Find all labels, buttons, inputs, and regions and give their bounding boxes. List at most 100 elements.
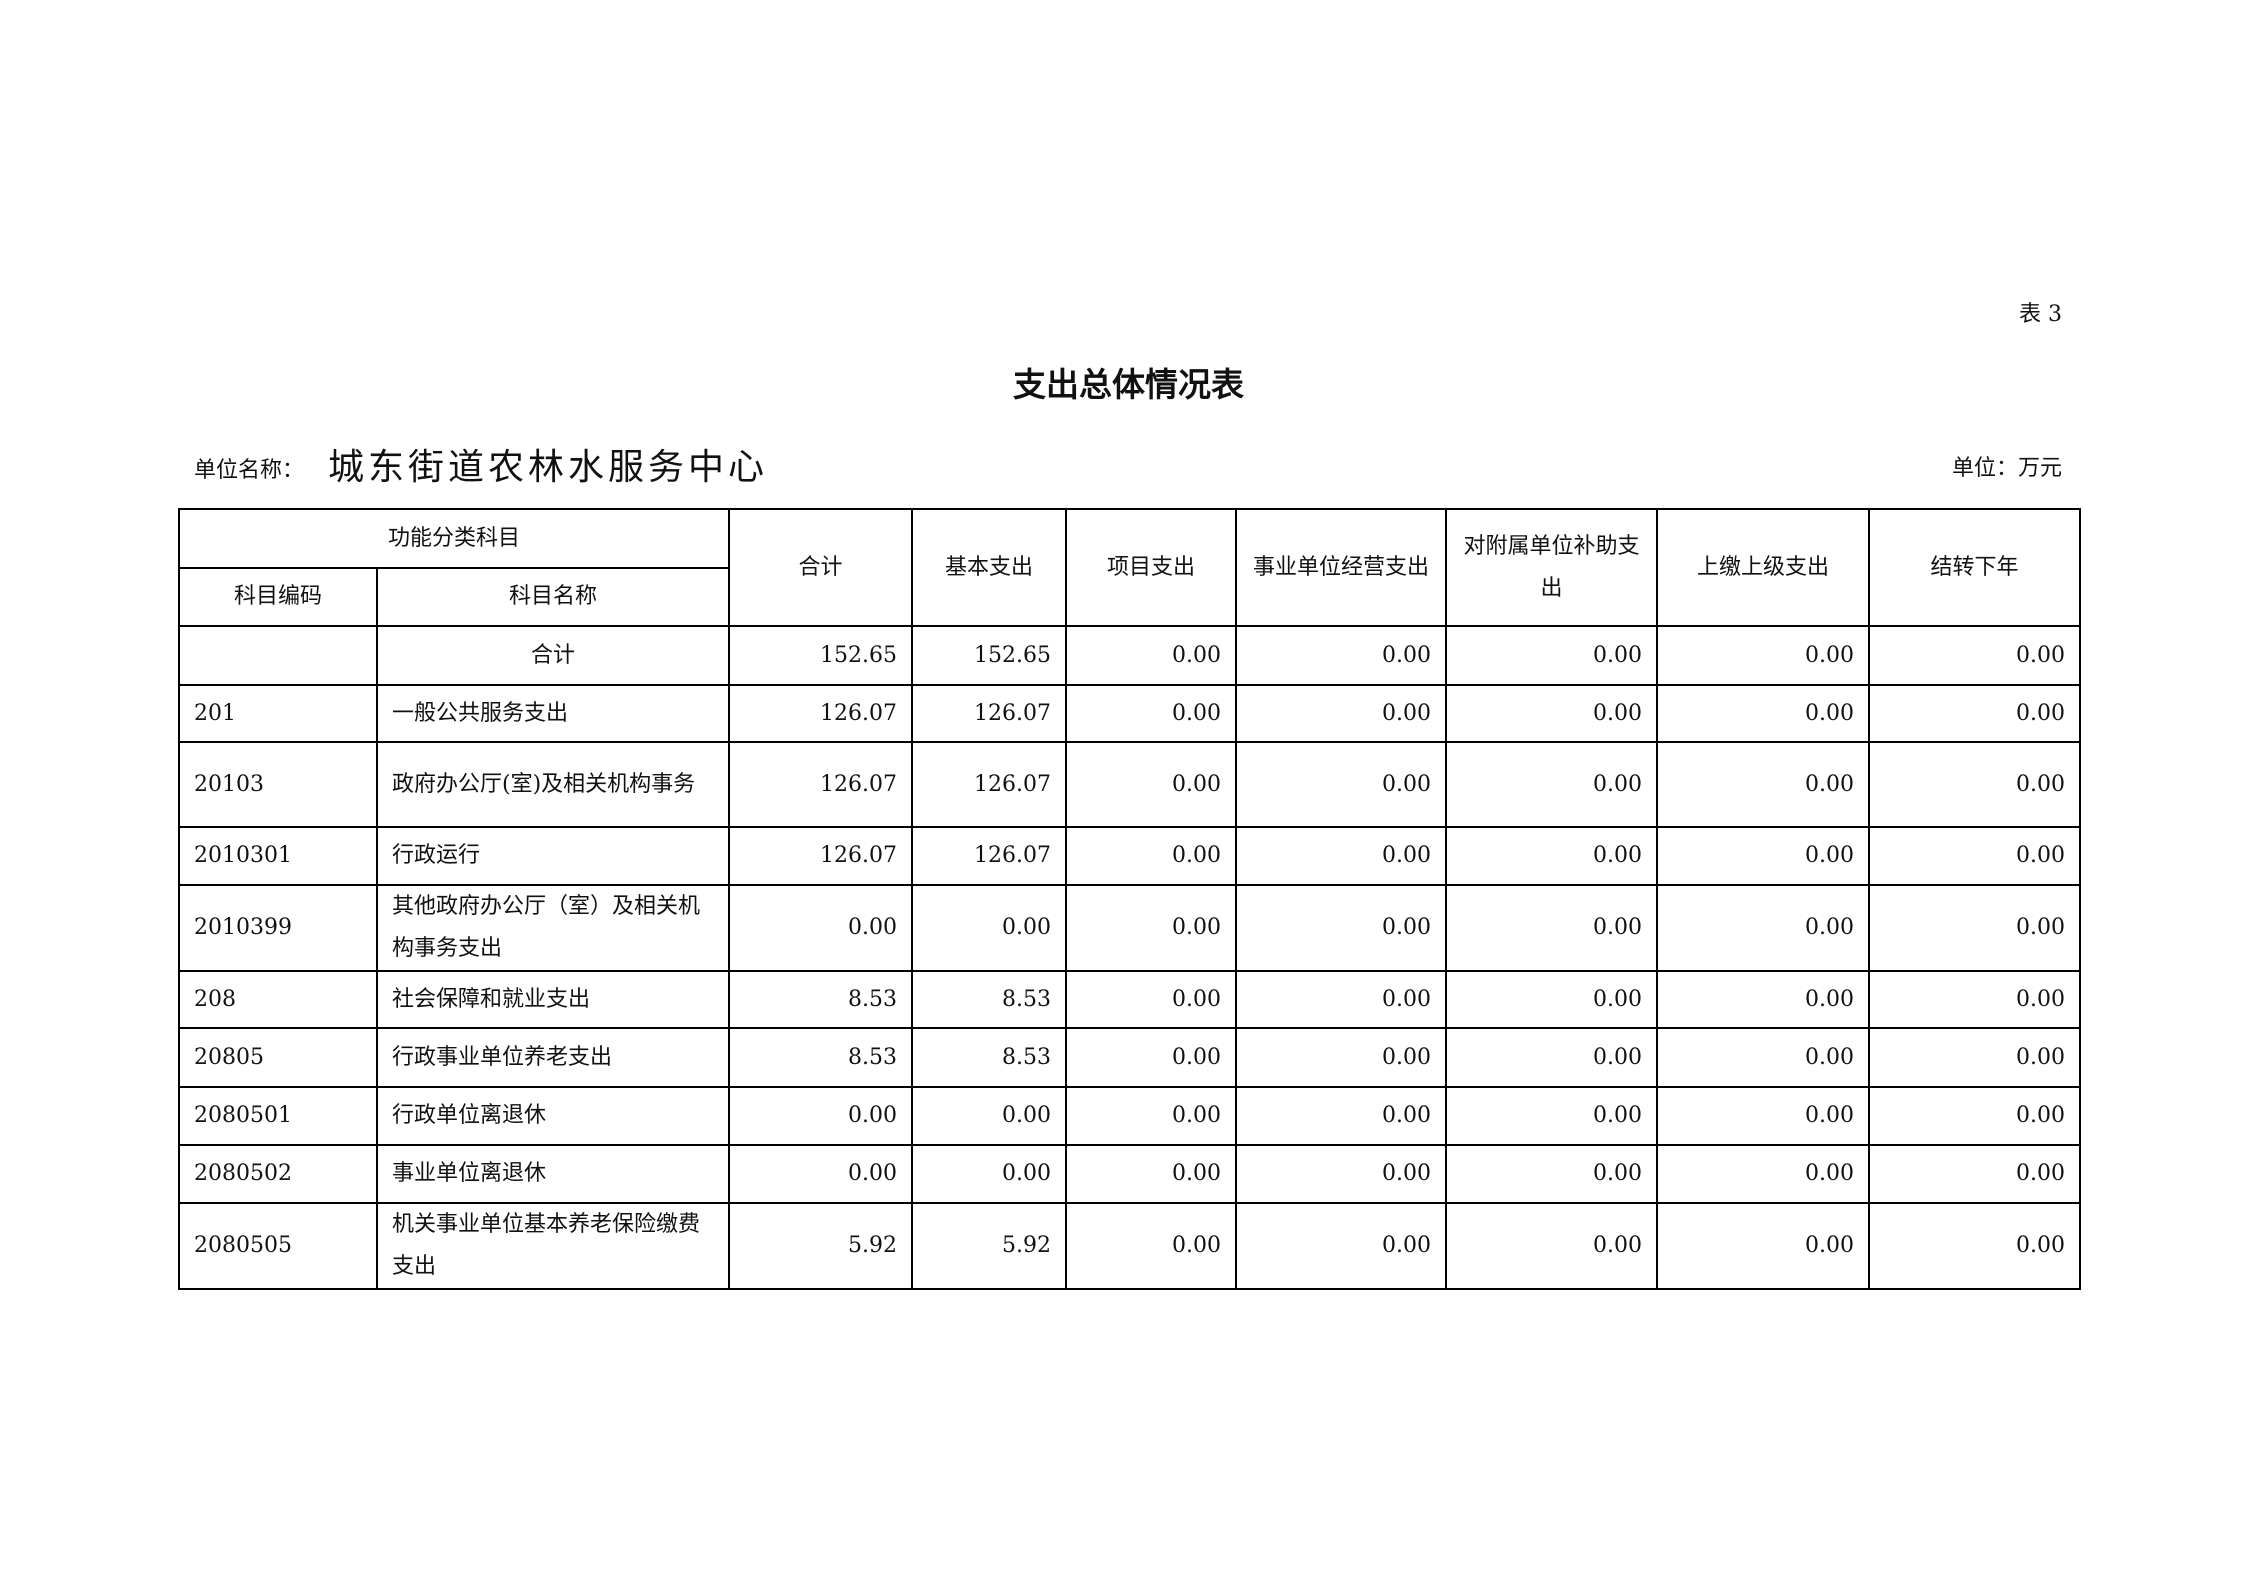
cell-code: 20805 <box>178 1027 378 1088</box>
cell-value: 0.00 <box>1235 1202 1447 1290</box>
cell-name: 机关事业单位基本养老保险缴费支出 <box>376 1202 730 1290</box>
cell-value: 0.00 <box>1065 1027 1237 1088</box>
cell-value: 8.53 <box>728 1027 913 1088</box>
cell-value: 5.92 <box>911 1202 1067 1290</box>
cell-name: 行政事业单位养老支出 <box>376 1027 730 1088</box>
table-number: 表 3 <box>2019 302 2062 327</box>
cell-code: 2010399 <box>178 884 378 972</box>
cell-value: 126.07 <box>728 826 913 886</box>
cell-value: 8.53 <box>911 1027 1067 1088</box>
header-remit: 上缴上级支出 <box>1656 508 1870 627</box>
table-row: 201 一般公共服务支出 126.07 126.07 0.00 0.00 0.00 0.00 0… <box>178 684 2081 743</box>
cell-value: 0.00 <box>1868 1144 2081 1204</box>
cell-name: 政府办公厅(室)及相关机构事务 <box>376 741 730 828</box>
cell-value: 0.00 <box>1235 1086 1447 1146</box>
header-subsidy: 对附属单位补助支出 <box>1445 508 1658 627</box>
cell-value: 0.00 <box>1445 684 1658 743</box>
cell-value: 0.00 <box>1656 970 1870 1029</box>
cell-value: 0.00 <box>1235 684 1447 743</box>
cell-value: 0.00 <box>1868 684 2081 743</box>
cell-name: 其他政府办公厅（室）及相关机构事务支出 <box>376 884 730 972</box>
cell-value: 126.07 <box>728 684 913 743</box>
cell-name: 行政运行 <box>376 826 730 886</box>
header-function-category: 功能分类科目 <box>178 508 730 569</box>
cell-value: 0.00 <box>1868 1202 2081 1290</box>
cell-value: 126.07 <box>911 741 1067 828</box>
cell-value: 0.00 <box>1656 1144 1870 1204</box>
cell-value: 8.53 <box>728 970 913 1029</box>
cell-code: 2080501 <box>178 1086 378 1146</box>
cell-value: 0.00 <box>728 884 913 972</box>
cell-value: 0.00 <box>1445 970 1658 1029</box>
cell-value: 0.00 <box>728 1086 913 1146</box>
cell-value: 0.00 <box>1868 741 2081 828</box>
cell-code: 208 <box>178 970 378 1029</box>
table-row: 2010301 行政运行 126.07 126.07 0.00 0.00 0.00 0.00 0… <box>178 826 2081 886</box>
cell-value: 0.00 <box>1868 625 2081 686</box>
table-row: 2080501 行政单位离退休 0.00 0.00 0.00 0.00 0.00 0.00 0.… <box>178 1086 2081 1146</box>
cell-value: 0.00 <box>1656 1027 1870 1088</box>
cell-name: 合计 <box>376 625 730 686</box>
cell-name: 事业单位离退休 <box>376 1144 730 1204</box>
cell-value: 0.00 <box>1065 826 1237 886</box>
cell-code: 2010301 <box>178 826 378 886</box>
cell-value: 0.00 <box>1656 1202 1870 1290</box>
cell-value: 0.00 <box>1868 826 2081 886</box>
cell-value: 0.00 <box>911 1086 1067 1146</box>
cell-value: 0.00 <box>1065 884 1237 972</box>
cell-value: 126.07 <box>911 684 1067 743</box>
cell-value: 0.00 <box>1656 741 1870 828</box>
cell-value: 8.53 <box>911 970 1067 1029</box>
cell-code: 2080502 <box>178 1144 378 1204</box>
cell-value: 0.00 <box>1445 826 1658 886</box>
cell-value: 0.00 <box>1445 1202 1658 1290</box>
table-row: 20805 行政事业单位养老支出 8.53 8.53 0.00 0.00 0.00 0.00 0… <box>178 1027 2081 1088</box>
unit-name-value: 城东街道农林水服务中心 <box>328 447 769 488</box>
cell-value: 126.07 <box>728 741 913 828</box>
cell-value: 0.00 <box>1656 684 1870 743</box>
cell-code: 201 <box>178 684 378 743</box>
header-carryover: 结转下年 <box>1868 508 2081 627</box>
cell-value: 0.00 <box>1445 625 1658 686</box>
cell-name: 行政单位离退休 <box>376 1086 730 1146</box>
cell-value: 0.00 <box>1656 1086 1870 1146</box>
cell-name: 一般公共服务支出 <box>376 684 730 743</box>
table-row: 208 社会保障和就业支出 8.53 8.53 0.00 0.00 0.00 0.00 0.00 <box>178 970 2081 1029</box>
cell-value: 0.00 <box>1656 826 1870 886</box>
cell-value: 0.00 <box>1445 1144 1658 1204</box>
cell-value: 0.00 <box>1868 1086 2081 1146</box>
unit-name-label: 单位名称： <box>194 458 305 483</box>
table-row: 2080505 机关事业单位基本养老保险缴费支出 5.92 5.92 0.00 0.00 0… <box>178 1202 2081 1290</box>
cell-value: 0.00 <box>1235 970 1447 1029</box>
header-code: 科目编码 <box>178 567 378 627</box>
currency-unit: 单位：万元 <box>1951 456 2062 481</box>
cell-value: 0.00 <box>1235 1027 1447 1088</box>
header-name: 科目名称 <box>376 567 730 627</box>
cell-value: 0.00 <box>1656 884 1870 972</box>
cell-value: 0.00 <box>1065 625 1237 686</box>
cell-code: 20103 <box>178 741 378 828</box>
cell-value: 0.00 <box>1235 625 1447 686</box>
cell-value: 0.00 <box>1445 1086 1658 1146</box>
table-row: 2080502 事业单位离退休 0.00 0.00 0.00 0.00 0.00 0.00 0.… <box>178 1144 2081 1204</box>
cell-value: 0.00 <box>1445 1027 1658 1088</box>
cell-value: 0.00 <box>1065 970 1237 1029</box>
cell-value: 5.92 <box>728 1202 913 1290</box>
cell-value: 0.00 <box>911 1144 1067 1204</box>
cell-value: 0.00 <box>1065 1202 1237 1290</box>
cell-value: 0.00 <box>1868 884 2081 972</box>
cell-value: 152.65 <box>911 625 1067 686</box>
header-business: 事业单位经营支出 <box>1235 508 1447 627</box>
cell-value: 0.00 <box>1065 1086 1237 1146</box>
table-row: 合计 152.65 152.65 0.00 0.00 0.00 0.00 0.00 <box>178 625 2081 686</box>
cell-value: 0.00 <box>728 1144 913 1204</box>
cell-value: 0.00 <box>1656 625 1870 686</box>
header-project: 项目支出 <box>1065 508 1237 627</box>
page-title: 支出总体情况表 <box>1013 365 1244 404</box>
table-row: 20103 政府办公厅(室)及相关机构事务 126.07 126.07 0.00 0.00… <box>178 741 2081 828</box>
cell-name: 社会保障和就业支出 <box>376 970 730 1029</box>
cell-value: 0.00 <box>1868 970 2081 1029</box>
table-row: 2010399 其他政府办公厅（室）及相关机构事务支出 0.00 0.00 0.00 0.… <box>178 884 2081 972</box>
cell-value: 152.65 <box>728 625 913 686</box>
cell-value: 0.00 <box>1235 884 1447 972</box>
